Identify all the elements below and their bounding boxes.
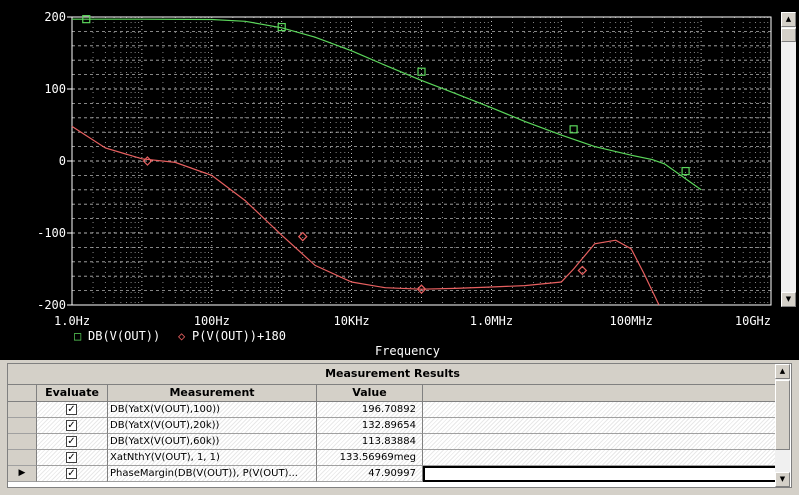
evaluate-cell[interactable]: ✓: [37, 434, 108, 450]
evaluate-cell[interactable]: ✓: [37, 466, 108, 482]
phase-marker: [297, 231, 308, 242]
new-measurement-edit-cell[interactable]: [423, 466, 777, 482]
scroll-thumb[interactable]: [775, 380, 790, 450]
phase-marker: [142, 156, 153, 166]
phase-marker: [577, 265, 588, 276]
evaluate-cell[interactable]: ✓: [37, 402, 108, 418]
value-cell: 113.83884: [317, 434, 423, 450]
x-tick-label: 100Hz: [194, 314, 230, 328]
evaluate-checkbox[interactable]: ✓: [66, 420, 77, 431]
measurement-cell[interactable]: DB(YatX(V(OUT),100)): [108, 402, 317, 418]
evaluate-cell[interactable]: ✓: [37, 418, 108, 434]
y-tick-label: 200: [44, 10, 66, 24]
y-tick-label: -200: [37, 298, 66, 312]
scroll-down-arrow-icon[interactable]: ▼: [781, 292, 796, 307]
row-selector[interactable]: [8, 434, 37, 450]
x-tick-label: 10GHz: [735, 314, 771, 328]
blank-cell: [423, 402, 777, 418]
x-axis-label: Frequency: [375, 344, 440, 358]
magnitude-marker: [569, 125, 578, 134]
probe-plot-window[interactable]: 200 100 0 -100 -200 1.0Hz 100Hz 10KHz 1.0MHz 100M…: [0, 0, 799, 360]
evaluate-cell[interactable]: ✓: [37, 450, 108, 466]
row-selector[interactable]: [8, 402, 37, 418]
magnitude-marker: [681, 166, 690, 176]
result-row[interactable]: ✓ XatNthY(V(OUT), 1, 1) 133.56969meg: [8, 450, 777, 466]
magnitude-marker: [277, 22, 286, 32]
plot-vertical-scrollbar[interactable]: ▲ ▼: [781, 12, 796, 307]
y-tick-label: -100: [37, 226, 66, 240]
blank-column-header: [423, 385, 777, 402]
row-selector[interactable]: [8, 418, 37, 434]
row-selector[interactable]: [8, 450, 37, 466]
results-vertical-scrollbar[interactable]: ▲ ▼: [775, 364, 790, 487]
magnitude-marker: [417, 67, 426, 76]
blank-cell: [423, 434, 777, 450]
measurement-cell[interactable]: DB(YatX(V(OUT),20k)): [108, 418, 317, 434]
measurement-cell[interactable]: PhaseMargin(DB(V(OUT)), P(V(OUT)...: [108, 466, 317, 482]
x-tick-label: 1.0MHz: [470, 314, 513, 328]
evaluate-column-header[interactable]: Evaluate: [37, 385, 108, 402]
bode-plot-chart: 200 100 0 -100 -200 1.0Hz 100Hz 10KHz 1.0MHz 100M…: [37, 10, 772, 358]
legend-phase-marker-icon: ◇: [178, 329, 186, 343]
current-row-indicator-icon[interactable]: ▶: [8, 466, 37, 482]
legend-magnitude-marker-icon: □: [74, 329, 81, 343]
measurement-column-header[interactable]: Measurement: [108, 385, 317, 402]
evaluate-checkbox[interactable]: ✓: [66, 452, 77, 463]
row-header-column: [8, 385, 37, 402]
measurement-cell[interactable]: DB(YatX(V(OUT),60k)): [108, 434, 317, 450]
x-tick-label: 1.0Hz: [54, 314, 90, 328]
evaluate-checkbox[interactable]: ✓: [66, 436, 77, 447]
measurement-results-panel: Measurement Results Evaluate Measurement…: [7, 363, 792, 488]
value-cell: 196.70892: [317, 402, 423, 418]
value-cell: 133.56969meg: [317, 450, 423, 466]
evaluate-checkbox[interactable]: ✓: [66, 468, 77, 479]
scroll-up-arrow-icon[interactable]: ▲: [775, 364, 790, 379]
scroll-up-arrow-icon[interactable]: ▲: [781, 12, 796, 27]
measurement-cell[interactable]: XatNthY(V(OUT), 1, 1): [108, 450, 317, 466]
y-tick-label: 0: [59, 154, 66, 168]
scroll-thumb[interactable]: [781, 28, 796, 42]
result-row[interactable]: ▶ ✓ PhaseMargin(DB(V(OUT)), P(V(OUT)... …: [8, 466, 777, 482]
value-cell: 132.89654: [317, 418, 423, 434]
result-row[interactable]: ✓ DB(YatX(V(OUT),100)) 196.70892: [8, 402, 777, 418]
evaluate-checkbox[interactable]: ✓: [66, 404, 77, 415]
result-row[interactable]: ✓ DB(YatX(V(OUT),20k)) 132.89654: [8, 418, 777, 434]
blank-cell: [423, 450, 777, 466]
x-tick-label: 100MHz: [610, 314, 653, 328]
legend-phase-label: P(V(OUT))+180: [192, 329, 286, 343]
value-column-header[interactable]: Value: [317, 385, 423, 402]
x-tick-label: 10KHz: [334, 314, 370, 328]
blank-cell: [423, 418, 777, 434]
phase-series-line: [71, 125, 660, 306]
y-tick-label: 100: [44, 82, 66, 96]
result-row[interactable]: ✓ DB(YatX(V(OUT),60k)) 113.83884: [8, 434, 777, 450]
value-cell: 47.90997: [317, 466, 423, 482]
legend-magnitude-label: DB(V(OUT)): [88, 329, 160, 343]
magnitude-marker: [82, 15, 91, 24]
scroll-down-arrow-icon[interactable]: ▼: [775, 472, 790, 487]
magnitude-series-line: [72, 18, 702, 191]
results-title: Measurement Results: [8, 364, 777, 385]
phase-marker: [416, 284, 427, 295]
